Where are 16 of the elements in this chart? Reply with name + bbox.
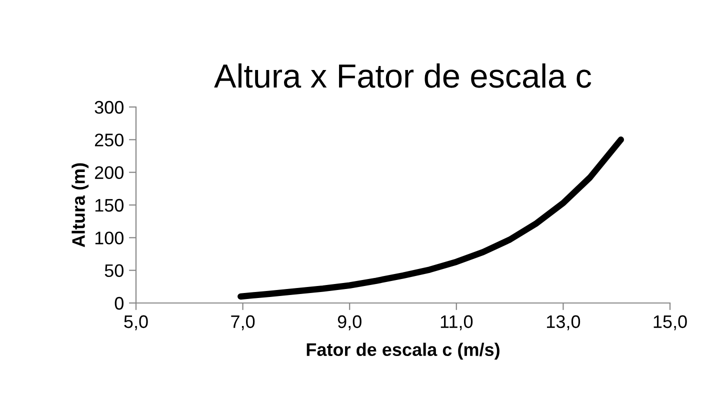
x-tick-label: 11,0 xyxy=(440,315,473,330)
x-tick-label: 13,0 xyxy=(547,315,580,330)
x-tick-label: 9,0 xyxy=(338,315,362,330)
chart-title: Altura x Fator de escala c xyxy=(214,63,592,88)
y-tick-label: 150 xyxy=(95,198,124,212)
x-tick-label: 7,0 xyxy=(231,315,255,330)
x-tick-label: 5,0 xyxy=(124,315,148,330)
y-tick-label: 100 xyxy=(95,232,124,244)
y-tick-label: 50 xyxy=(104,264,124,278)
y-tick-label: 0 xyxy=(114,296,124,310)
y-tick-label: 300 xyxy=(94,100,124,114)
y-axis-title: Altura (m) xyxy=(72,163,89,248)
y-tick-label: 200 xyxy=(94,166,124,180)
y-tick-label: 250 xyxy=(94,134,124,146)
x-axis-title: Fator de escala c (m/s) xyxy=(306,342,500,360)
x-tick-label: 15,0 xyxy=(654,315,687,330)
